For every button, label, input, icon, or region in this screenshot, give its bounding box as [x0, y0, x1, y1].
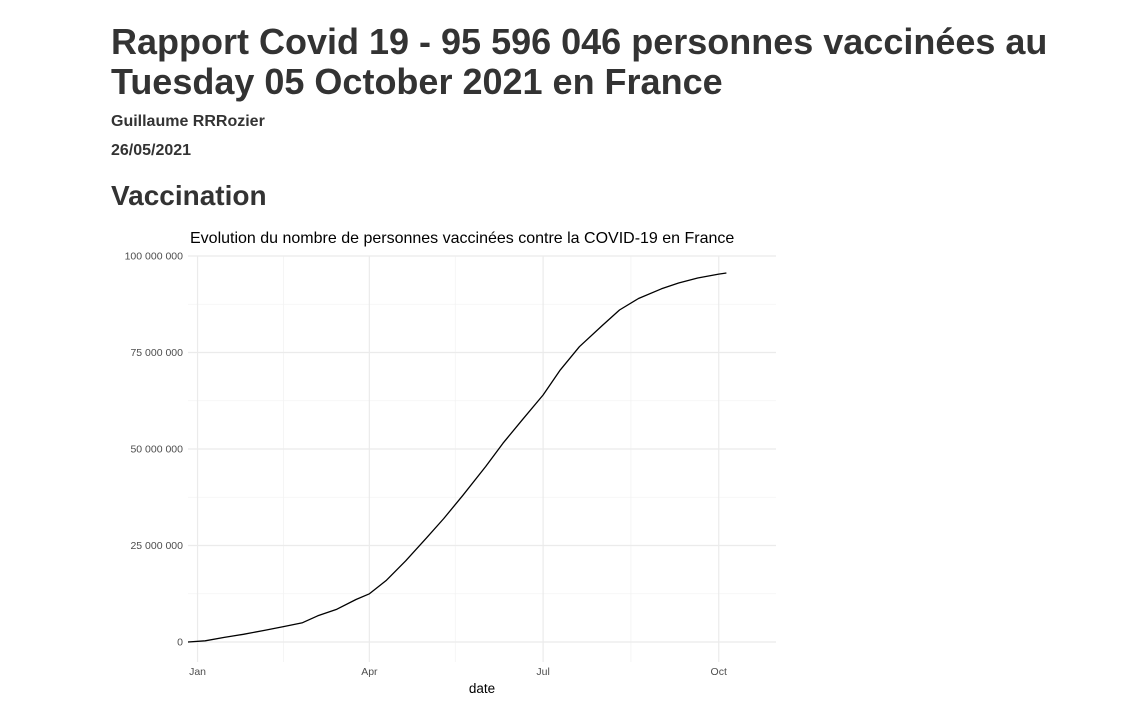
- section-heading: Vaccination: [111, 180, 267, 211]
- report-author: Guillaume RRRozier: [111, 113, 265, 130]
- series-line: [187, 272, 727, 643]
- y-tick-label: 25 000 000: [130, 540, 183, 552]
- y-tick-label: 50 000 000: [130, 444, 183, 456]
- x-tick-label: Oct: [711, 666, 727, 678]
- x-tick-label: Jul: [536, 666, 549, 678]
- report-date: 26/05/2021: [111, 142, 192, 159]
- y-tick-label: 100 000 000: [125, 251, 184, 263]
- x-tick-label: Apr: [361, 666, 378, 678]
- x-tick-label: Jan: [189, 666, 206, 678]
- report-title: Rapport Covid 19 - 95 596 046 personnes …: [111, 21, 1048, 102]
- chart-title: Evolution du nombre de personnes vacciné…: [190, 230, 734, 247]
- y-tick-label: 75 000 000: [130, 347, 183, 359]
- y-tick-label: 0: [177, 637, 183, 649]
- x-axis-label: date: [469, 681, 495, 696]
